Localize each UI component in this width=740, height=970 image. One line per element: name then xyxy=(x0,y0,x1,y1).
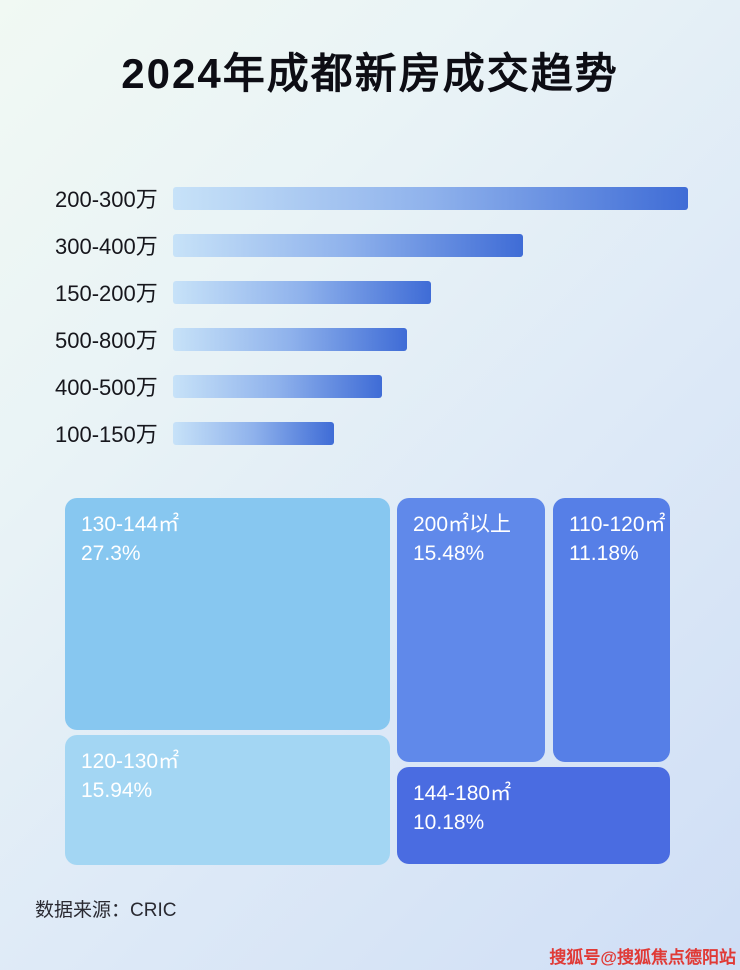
bar-row: 400-500万 xyxy=(55,374,688,400)
watermark-text: 搜狐号@搜狐焦点德阳站 xyxy=(549,948,736,967)
treemap-block-120-130: 120-130㎡ 15.94% xyxy=(65,735,390,865)
treemap-block-value: 15.94% xyxy=(81,779,153,803)
bar-fill xyxy=(173,421,335,445)
treemap-block-label: 144-180㎡ xyxy=(413,782,512,805)
bar-track xyxy=(173,280,688,304)
bar-label: 500-800万 xyxy=(55,328,158,353)
price-range-bar-chart: 200-300万 300-400万 150-200万 500-800万 400- xyxy=(55,186,688,468)
treemap-block-200-plus: 200㎡以上 15.48% xyxy=(397,498,545,762)
treemap-block-value: 10.18% xyxy=(413,811,485,835)
bar-fill xyxy=(173,233,524,257)
bar-label: 150-200万 xyxy=(55,281,158,306)
bar-fill xyxy=(173,280,431,304)
treemap-block-label: 120-130㎡ xyxy=(81,750,180,773)
treemap-block-label: 130-144㎡ xyxy=(81,513,180,536)
bar-row: 150-200万 xyxy=(55,280,688,306)
treemap-block-label: 110-120㎡ xyxy=(569,513,666,536)
page-title: 2024年成都新房成交趋势 xyxy=(121,50,619,97)
treemap-block-value: 27.3% xyxy=(81,542,141,566)
bar-row: 200-300万 xyxy=(55,186,688,212)
data-source-label: 数据来源：CRIC xyxy=(35,900,177,921)
treemap-block-110-120: 110-120㎡ 11.18% xyxy=(553,498,670,762)
bar-fill xyxy=(173,374,383,398)
bar-label: 400-500万 xyxy=(55,375,158,400)
treemap-block-value: 15.48% xyxy=(413,542,485,566)
bar-row: 100-150万 xyxy=(55,421,688,447)
bar-track xyxy=(173,421,688,445)
bar-fill xyxy=(173,186,688,210)
bar-fill xyxy=(173,327,407,351)
treemap-block-144-180: 144-180㎡ 10.18% xyxy=(397,767,670,864)
bar-label: 200-300万 xyxy=(55,187,158,212)
bar-row: 500-800万 xyxy=(55,327,688,353)
bar-label: 300-400万 xyxy=(55,234,158,259)
bar-track xyxy=(173,233,688,257)
treemap-block-label: 200㎡以上 xyxy=(413,513,512,536)
bar-track xyxy=(173,186,688,210)
bar-label: 100-150万 xyxy=(55,422,158,447)
treemap-block-value: 11.18% xyxy=(569,542,639,566)
bar-track xyxy=(173,327,688,351)
treemap-block-130-144: 130-144㎡ 27.3% xyxy=(65,498,390,730)
area-share-treemap: 130-144㎡ 27.3% 120-130㎡ 15.94% 200㎡以上 15… xyxy=(65,498,670,866)
bar-row: 300-400万 xyxy=(55,233,688,259)
bar-track xyxy=(173,374,688,398)
